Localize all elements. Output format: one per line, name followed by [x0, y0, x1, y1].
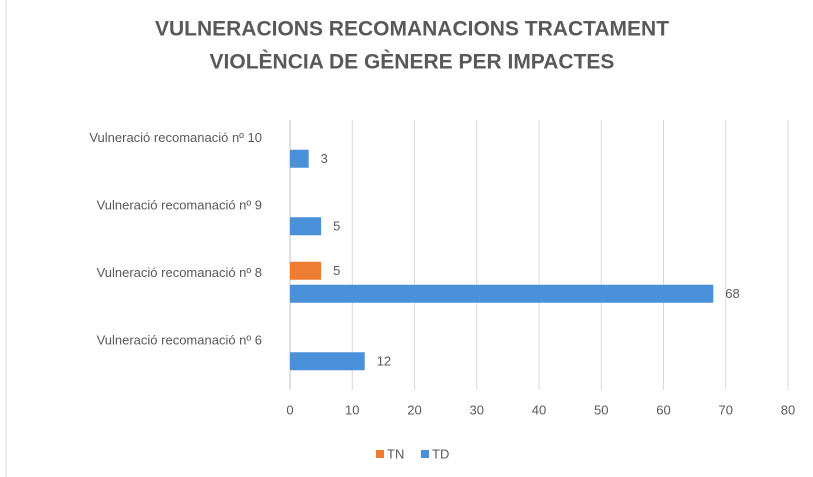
x-tick-label: 40: [532, 402, 546, 417]
x-tick-label: 30: [470, 402, 484, 417]
x-tick-label: 20: [407, 402, 421, 417]
bar: [290, 352, 365, 371]
data-label: 68: [725, 286, 739, 301]
y-tick-label: Vulneració recomanació nº 10: [89, 130, 262, 145]
chart-title: VIOLÈNCIA DE GÈNERE PER IMPACTES: [210, 51, 615, 74]
x-tick-label: 0: [286, 402, 293, 417]
x-tick-label: 10: [345, 402, 359, 417]
y-tick-label: Vulneració recomanació nº 6: [97, 333, 262, 348]
y-tick-label: Vulneració recomanació nº 8: [97, 265, 262, 280]
bar: [290, 261, 322, 280]
legend-swatch: [421, 450, 429, 458]
data-label: 5: [333, 219, 340, 234]
data-label: 3: [321, 151, 328, 166]
x-tick-label: 80: [781, 402, 795, 417]
x-tick-label: 60: [656, 402, 670, 417]
y-tick-label: Vulneració recomanació nº 9: [97, 198, 262, 213]
x-tick-label: 70: [719, 402, 733, 417]
bar: [290, 284, 714, 303]
legend-label: TN: [387, 446, 404, 461]
bar: [290, 149, 309, 168]
legend-label: TD: [432, 446, 449, 461]
x-tick-label: 50: [594, 402, 608, 417]
bar: [290, 217, 322, 236]
data-label: 5: [333, 263, 340, 278]
legend-swatch: [376, 450, 384, 458]
data-label: 12: [377, 354, 391, 369]
chart-title: VULNERACIONS RECOMANACIONS TRACTAMENT: [155, 18, 669, 41]
